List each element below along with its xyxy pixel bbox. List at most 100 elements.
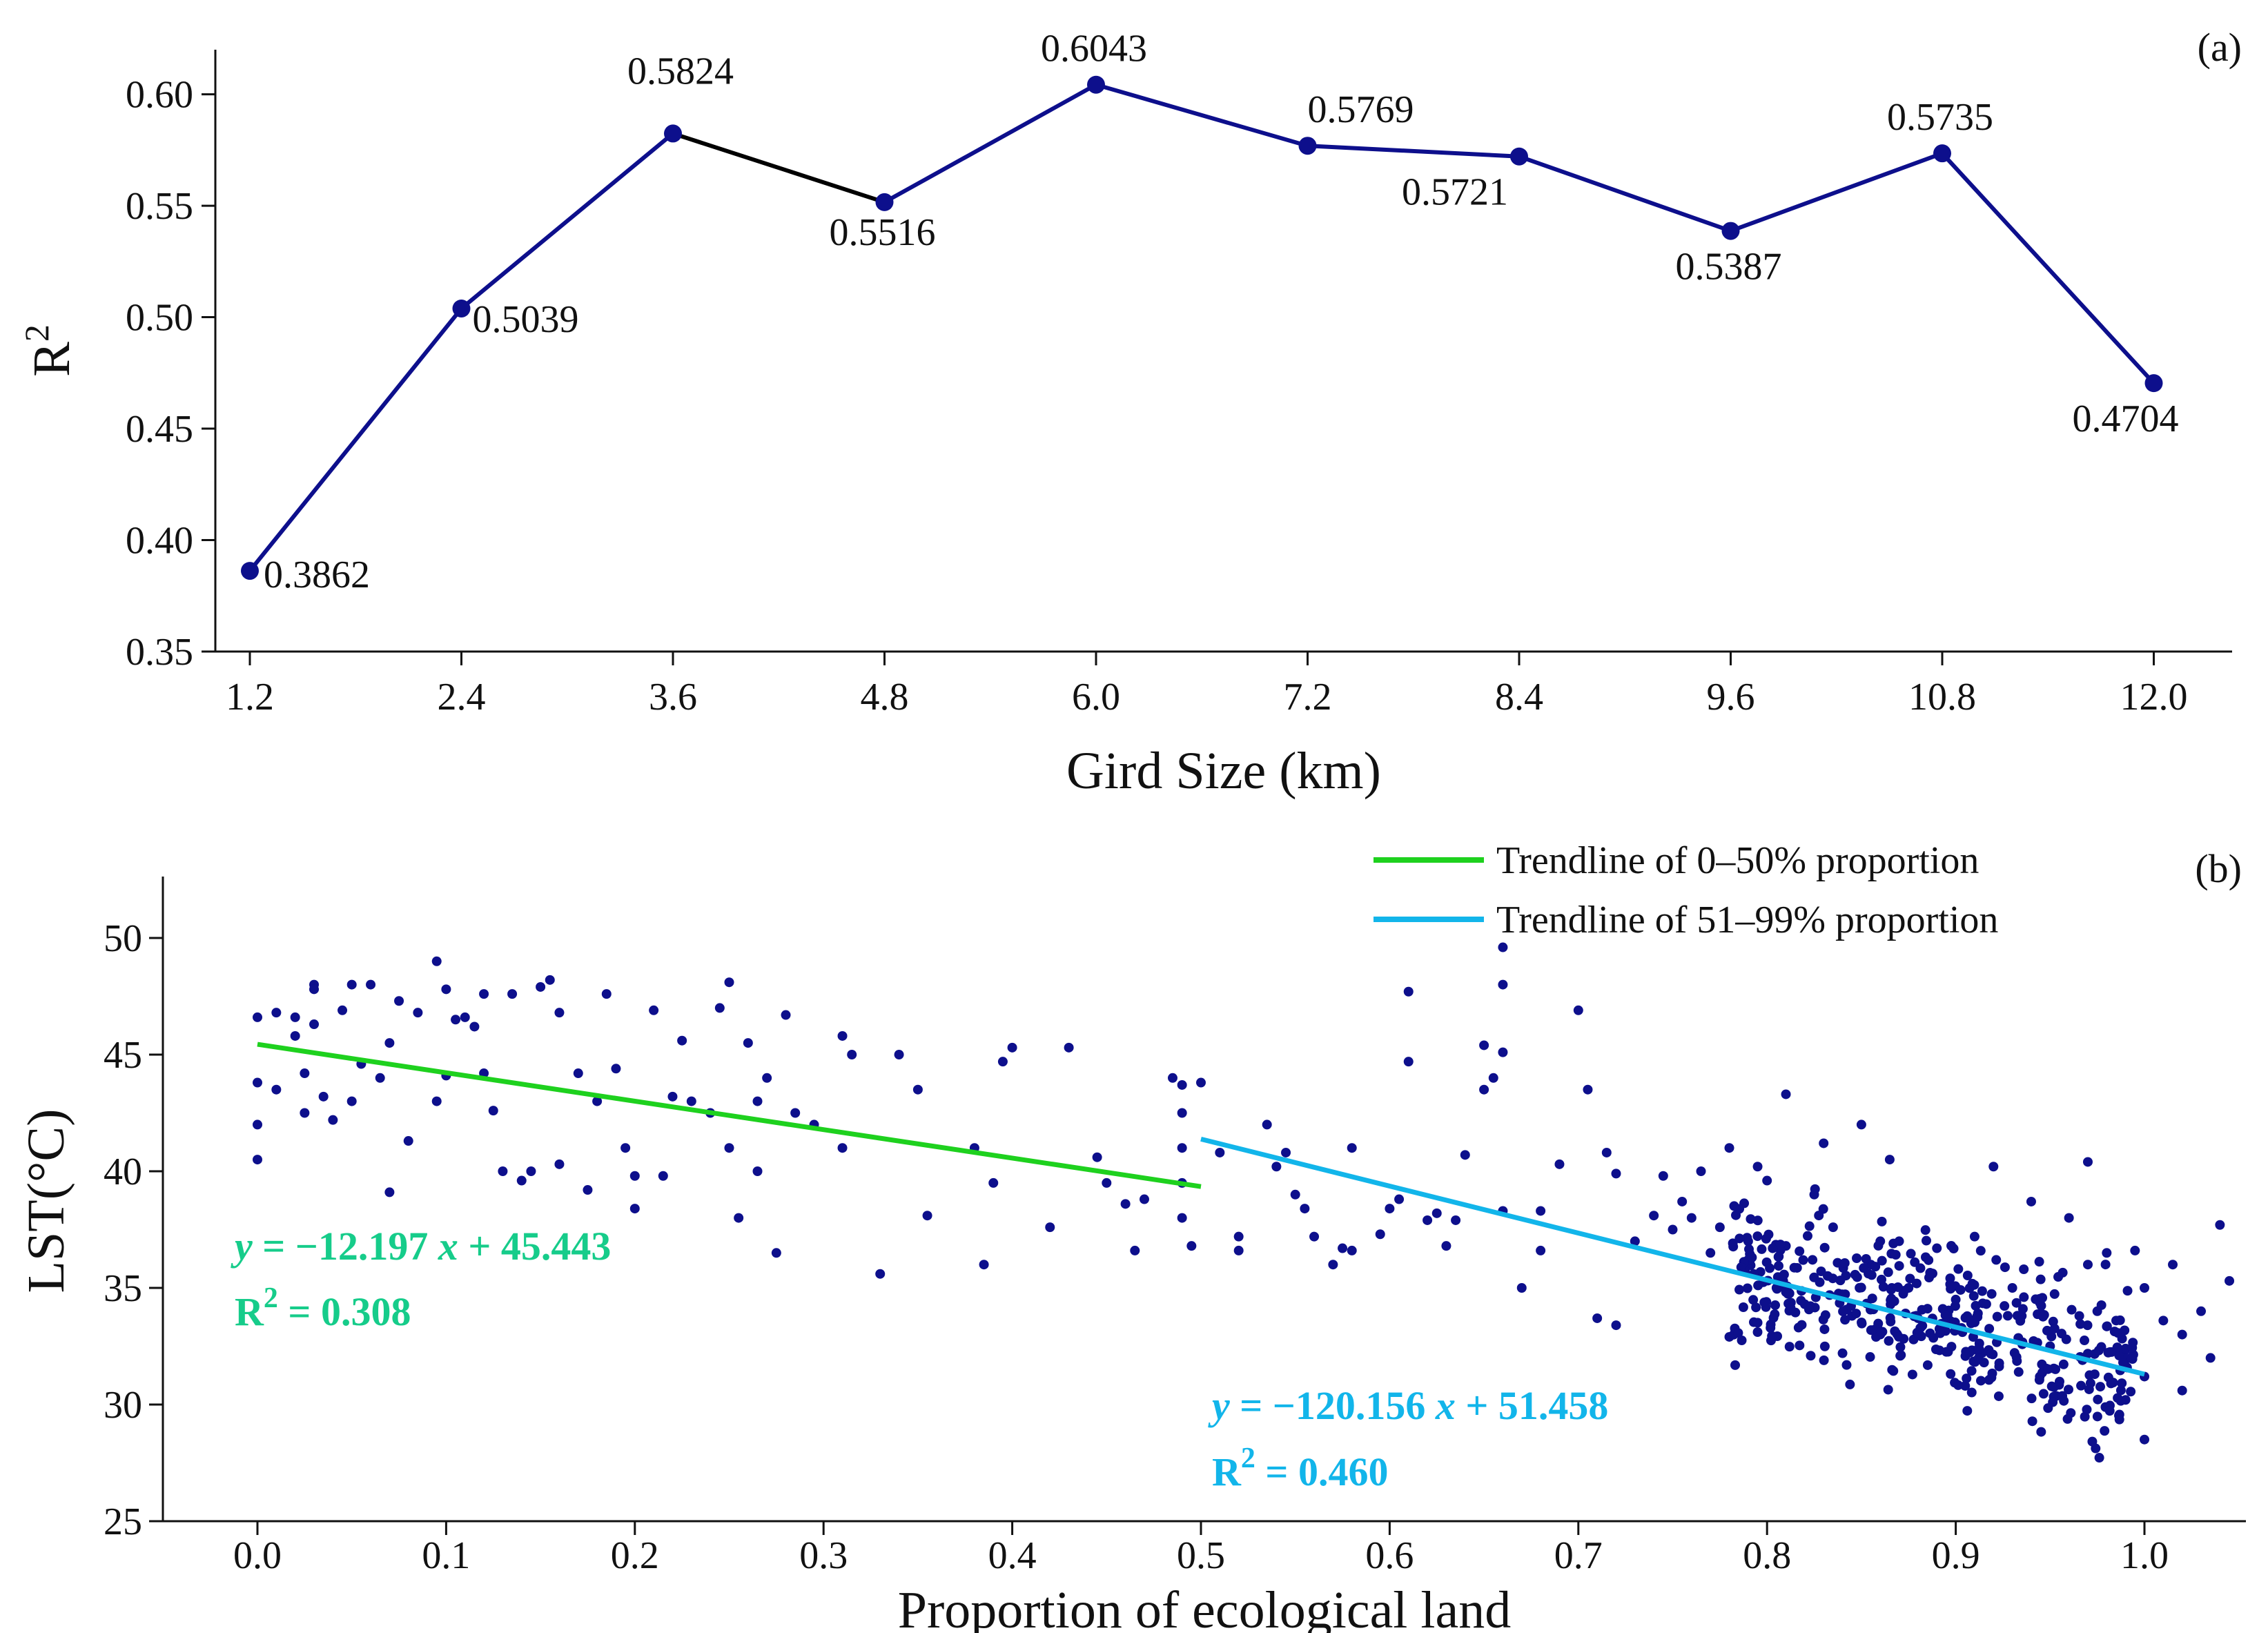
panel-b-scatter-point	[1460, 1150, 1470, 1160]
panel-b-scatter-point	[1888, 1238, 1899, 1249]
panel-b-scatter-point	[309, 1019, 320, 1030]
trend-51-99-eq-y: y	[1208, 1383, 1230, 1428]
panel-a-data-point	[1298, 137, 1317, 155]
panel-b-scatter-point	[1905, 1273, 1915, 1284]
panel-a-x-ticks: 1.2 2.4 3.6 4.8 6.0 7.2 8.4 9.6 10.8 12.0	[226, 652, 2188, 718]
panel-b-scatter-point	[1855, 1282, 1865, 1293]
panel-b-scatter-point	[488, 1106, 498, 1116]
panel-b-scatter-point	[1516, 1283, 1527, 1293]
panel-b-scatter-point	[1630, 1236, 1640, 1246]
panel-b-scatter-point	[2011, 1352, 2022, 1362]
panel-b-scatter-point	[1893, 1282, 1903, 1292]
panel-b-scatter-point	[2082, 1349, 2093, 1359]
panel-b-scatter-point	[724, 977, 734, 988]
panel-b-scatter-point	[2002, 1311, 2013, 1321]
panel-b-scatter-point	[2038, 1311, 2049, 1322]
panel-b-scatter-point	[2093, 1345, 2104, 1356]
trend-51-99-equation: y = −120.156 x + 51.458	[1208, 1383, 1608, 1428]
panel-b-scatter-point	[1281, 1147, 1291, 1157]
panel-b-scatter-point	[1177, 1143, 1187, 1153]
panel-b-scatter-point	[1975, 1376, 1986, 1386]
panel-b-scatter-point	[979, 1260, 989, 1270]
panel-b-scatter-point	[1761, 1233, 1771, 1244]
panel-b-scatter-point	[526, 1166, 536, 1176]
panel-b-scatter-point	[1781, 1287, 1791, 1298]
panel-b-scatter-point	[1761, 1297, 1772, 1307]
panel-b-scatter-point	[1966, 1366, 1977, 1376]
panel-b-scatter-point	[1792, 1262, 1802, 1273]
panel-b-scatter-point	[1973, 1353, 1984, 1364]
panel-b-scatter-point	[1968, 1291, 1979, 1301]
panel-b-scatter-point	[2094, 1453, 2104, 1463]
panel-b-y-tick-label: 35	[104, 1267, 142, 1310]
panel-b-scatter-point	[1960, 1313, 1971, 1323]
panel-b-x-tick-label: 1.0	[2120, 1534, 2169, 1577]
panel-b-scatter-point	[1338, 1243, 1348, 1253]
panel-b-scatter-point	[1852, 1253, 1862, 1264]
panel-b-scatter-point	[309, 984, 320, 995]
panel-b-scatter-point	[1973, 1343, 1984, 1353]
panel-b-scatter-point	[1921, 1235, 1931, 1246]
panel-b-scatter-point	[1796, 1295, 1806, 1306]
panel-b-scatter-point	[1742, 1283, 1752, 1293]
panel-b-scatter-point	[2103, 1372, 2113, 1382]
trend-0-50-eq-x: x	[438, 1224, 458, 1269]
panel-b-scatter-point	[1752, 1162, 1763, 1172]
panel-a-data-point	[1721, 222, 1740, 240]
panel-b-scatter-point	[346, 1096, 357, 1106]
panel-b-scatter-point	[1092, 1152, 1102, 1162]
panel-b-scatter-point	[1479, 1040, 1489, 1050]
panel-b-scatter-point	[516, 1175, 527, 1186]
panel-b-scatter-point	[1894, 1331, 1904, 1342]
panel-b-scatter-point	[1102, 1177, 1112, 1188]
panel-a-line-chart: 0.35 0.40 0.45 0.50 0.55 0.60 1.2 2.4 3.6 4.8 6.0…	[17, 25, 2242, 800]
panel-b-scatter-point	[1767, 1331, 1777, 1341]
panel-a-y-ticks: 0.35 0.40 0.45 0.50 0.55 0.60	[126, 74, 215, 674]
panel-b-scatter-point	[1925, 1268, 1935, 1278]
panel-b-scatter-point	[1773, 1252, 1783, 1262]
panel-b-scatter-point	[346, 979, 357, 990]
panel-b-scatter-point	[1423, 1215, 1433, 1225]
panel-b-scatter-point	[1815, 1277, 1825, 1287]
panel-b-scatter-point	[1573, 1005, 1583, 1015]
panel-b-scatter-point	[253, 1077, 262, 1088]
panel-b-scatter-point	[290, 1030, 300, 1041]
panel-a-x-tick-label: 2.4	[438, 676, 486, 718]
trend-0-50-eq-y: y	[231, 1224, 253, 1269]
panel-a-data-label: 0.5824	[627, 50, 734, 92]
panel-b-scatter-point	[573, 1068, 583, 1079]
panel-b-scatter-point	[1611, 1168, 1621, 1179]
panel-b-scatter-point	[912, 1084, 923, 1095]
panel-b-scatter-point	[743, 1038, 753, 1048]
panel-b-scatter-point	[2095, 1382, 2106, 1392]
panel-b-scatter-point	[1738, 1302, 1748, 1313]
panel-b-scatter-point	[2062, 1414, 2073, 1424]
panel-b-scatter-point	[1554, 1159, 1565, 1169]
panel-a-data-label: 0.5387	[1676, 246, 1782, 289]
panel-b-scatter-point	[1757, 1244, 1767, 1254]
panel-b-scatter-point	[1912, 1327, 1922, 1338]
trend-0-50-equation: y = −12.197 x + 45.443	[231, 1224, 611, 1269]
panel-b-scatter-point	[2051, 1364, 2061, 1374]
panel-b-scatter-point	[2019, 1292, 2029, 1302]
panel-b-scatter-point	[1793, 1322, 1803, 1333]
panel-b-scatter-point	[1677, 1196, 1688, 1206]
panel-b-scatter-point	[2046, 1381, 2057, 1391]
panel-b-scatter-point	[629, 1171, 640, 1181]
panel-b-scatter-point	[1924, 1255, 1934, 1265]
panel-b-scatter-point	[2104, 1406, 2115, 1416]
trend-51-99-eq-intercept: + 51.458	[1456, 1383, 1609, 1428]
panel-b-scatter-point	[2082, 1260, 2093, 1270]
panel-b-scatter-point	[2042, 1325, 2053, 1336]
panel-b-scatter-point	[1856, 1119, 1866, 1130]
panel-b-scatter-point	[1403, 1057, 1414, 1067]
panel-a-y-tick-label: 0.60	[126, 74, 193, 117]
panel-b-scatter-point	[1945, 1273, 1955, 1284]
panel-b-scatter-point	[1803, 1304, 1814, 1315]
panel-b-scatter-point	[790, 1108, 801, 1118]
panel-a-data-point	[875, 193, 894, 211]
panel-b-scatter-point	[649, 1005, 659, 1015]
panel-b-scatter-point	[1729, 1201, 1739, 1211]
panel-b-scatter-point	[2056, 1329, 2066, 1339]
